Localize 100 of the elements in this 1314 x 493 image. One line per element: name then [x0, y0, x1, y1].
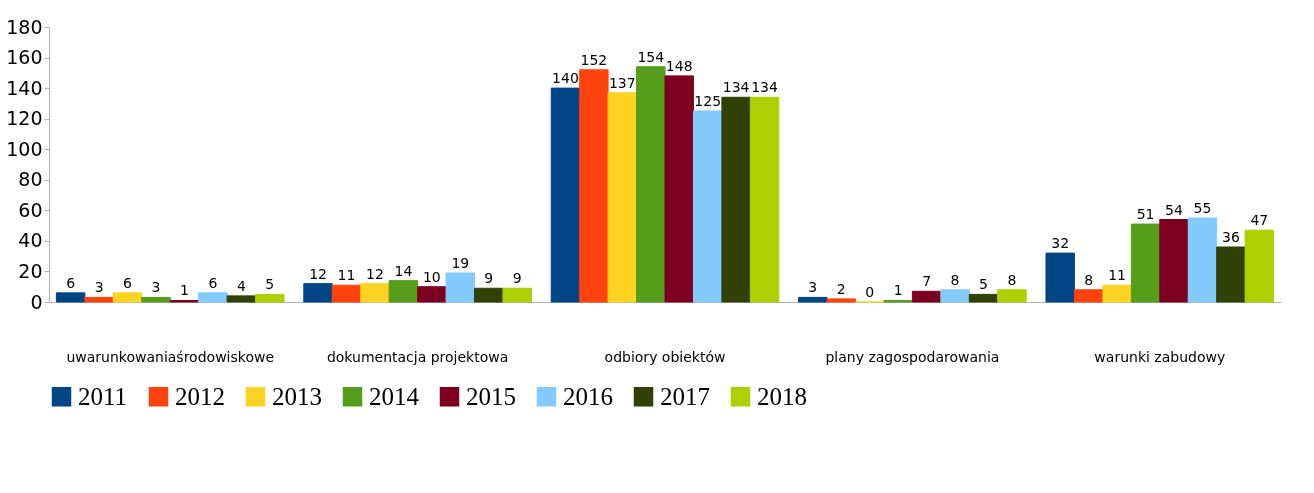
bar — [474, 287, 504, 303]
bar — [997, 289, 1027, 303]
data-label: 0 — [865, 284, 875, 300]
bar — [502, 287, 532, 303]
bar — [1216, 246, 1246, 303]
data-label: 3 — [151, 279, 161, 296]
bar — [968, 293, 999, 303]
bar — [55, 292, 86, 303]
bar — [1073, 289, 1104, 303]
data-label: 47 — [1250, 212, 1269, 229]
bar — [798, 296, 828, 303]
data-label: 6 — [208, 274, 218, 291]
bar — [692, 110, 723, 303]
data-label: 14 — [394, 262, 413, 279]
data-label: 2 — [836, 280, 846, 297]
x-tick-label: dokumentacja projektowa — [326, 348, 509, 365]
data-label: 11 — [337, 267, 356, 284]
bar — [607, 92, 638, 303]
y-tick-label: 80 — [18, 168, 43, 191]
data-label: 3 — [808, 279, 818, 296]
bar — [1045, 252, 1075, 303]
data-label: 6 — [123, 274, 133, 291]
bar — [664, 75, 694, 303]
bar — [911, 290, 942, 303]
legend-label: 2015 — [466, 382, 516, 410]
bar — [360, 283, 390, 303]
data-label: 19 — [451, 254, 470, 271]
y-tick-label: 180 — [6, 15, 43, 38]
data-label: 140 — [552, 70, 579, 87]
data-label: 148 — [665, 57, 693, 74]
y-tick-label: 20 — [18, 259, 43, 282]
data-label: 5 — [979, 276, 988, 293]
bar — [1102, 284, 1132, 303]
bar — [1130, 223, 1161, 303]
x-tick-label: uwarunkowaniaśrodowiskowe — [66, 348, 275, 365]
y-tick-label: 100 — [6, 137, 43, 160]
data-label: 154 — [637, 48, 665, 65]
x-tick-label: warunki zabudowy — [1094, 348, 1226, 365]
data-label: 7 — [922, 273, 932, 290]
data-label: 125 — [694, 93, 722, 110]
bar — [417, 286, 447, 303]
legend-label: 2018 — [757, 382, 807, 410]
bar — [198, 292, 228, 303]
data-label: 134 — [751, 79, 779, 96]
bar — [226, 295, 257, 303]
y-tick-label: 60 — [18, 198, 43, 221]
y-tick-label: 120 — [6, 107, 43, 130]
bar — [1187, 217, 1218, 303]
data-label: 5 — [265, 276, 275, 293]
data-label: 12 — [366, 265, 384, 282]
data-label: 10 — [422, 268, 441, 285]
data-label: 54 — [1165, 201, 1183, 218]
legend-label: 2014 — [369, 382, 420, 410]
x-tick-label: odbiory obiektów — [604, 348, 726, 365]
legend-label: 2017 — [660, 382, 710, 410]
legend-label: 2012 — [175, 382, 225, 410]
data-label: 152 — [580, 51, 608, 68]
bar — [303, 283, 333, 303]
data-label: 8 — [950, 271, 960, 288]
data-label: 9 — [484, 270, 494, 287]
data-label: 8 — [1007, 271, 1017, 288]
bar — [112, 292, 143, 303]
bar — [141, 296, 171, 303]
bar — [550, 87, 581, 303]
data-label: 137 — [608, 74, 636, 91]
data-label: 1 — [179, 282, 189, 299]
bar — [826, 298, 856, 303]
x-tick-label: plany zagospodarowania — [825, 348, 1000, 365]
bar — [636, 66, 666, 303]
bar — [331, 284, 362, 303]
data-label: 134 — [722, 79, 750, 96]
bar — [445, 272, 476, 303]
data-label: 55 — [1193, 199, 1212, 216]
data-label: 11 — [1108, 267, 1127, 284]
bar — [721, 96, 751, 303]
y-tick-label: 40 — [18, 229, 43, 252]
data-label: 32 — [1051, 235, 1070, 252]
data-label: 1 — [893, 282, 903, 299]
bar — [84, 296, 114, 303]
legend-label: 2011 — [78, 382, 128, 410]
bar — [579, 69, 609, 303]
bar — [749, 96, 780, 303]
data-label: 6 — [66, 274, 76, 291]
data-label: 9 — [512, 270, 522, 287]
bar — [940, 289, 970, 303]
data-label: 3 — [94, 279, 104, 296]
bar — [1244, 229, 1275, 303]
y-tick-label: 160 — [6, 46, 43, 69]
data-label: 12 — [309, 265, 327, 282]
data-label: 36 — [1221, 229, 1240, 245]
data-label: 8 — [1084, 271, 1094, 288]
legend-label: 2016 — [563, 382, 613, 410]
bar — [388, 280, 419, 303]
y-tick-label: 0 — [30, 290, 43, 313]
y-tick-label: 140 — [6, 76, 43, 99]
data-label: 51 — [1136, 206, 1155, 223]
bar — [1159, 219, 1189, 303]
bar — [255, 293, 285, 303]
legend-label: 2013 — [272, 382, 322, 410]
data-label: 4 — [236, 277, 246, 294]
